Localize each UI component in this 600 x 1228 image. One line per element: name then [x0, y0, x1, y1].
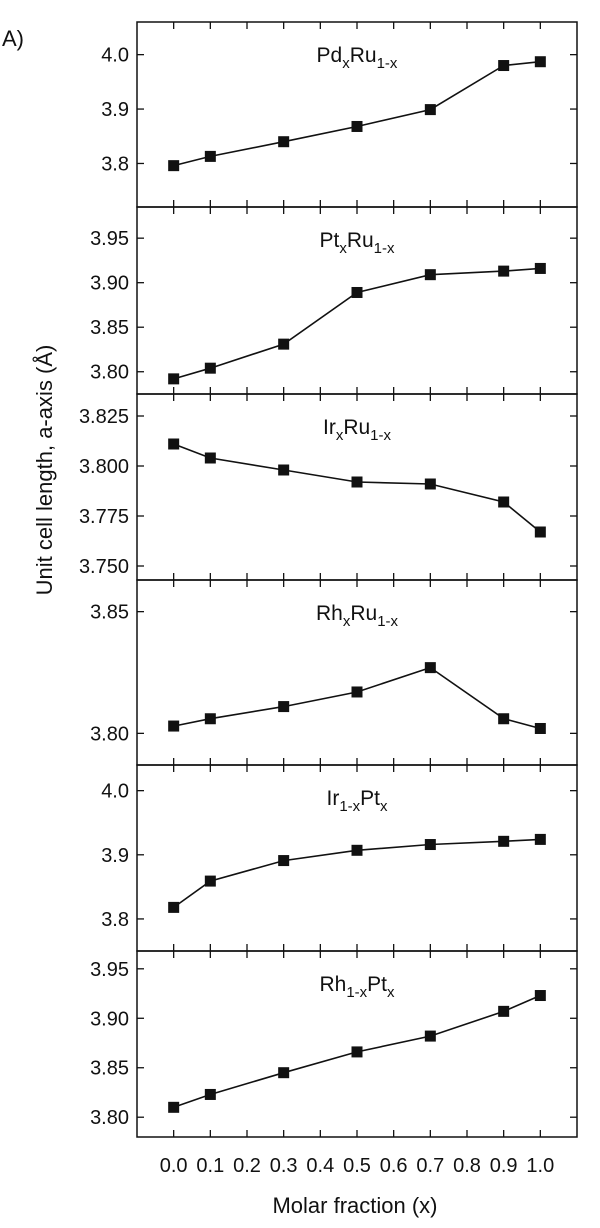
series-label: PdxRu1-x: [317, 44, 398, 72]
y-tick-label: 3.800: [79, 456, 129, 478]
data-point: [204, 713, 216, 725]
panel-4: 3.80 3.85 RhxRu1-x: [90, 579, 578, 766]
data-point: [168, 901, 180, 913]
data-point: [424, 478, 436, 490]
panel-1: 3.8 3.9 4.0 PdxRu1-x: [101, 21, 578, 208]
panel-6: 3.80 3.85 3.90 3.95 Rh1-xPtx: [90, 950, 578, 1138]
panel-frame: [136, 950, 578, 1138]
x-tick-label: 0.2: [233, 1155, 261, 1177]
data-point: [351, 120, 363, 132]
data-point: [534, 990, 546, 1002]
y-axis-title: Unit cell length, a-axis (Å): [32, 345, 57, 596]
data-point: [278, 464, 290, 476]
data-point: [534, 833, 546, 845]
y-tick-label: 3.8: [101, 153, 129, 175]
data-point: [351, 476, 363, 488]
plot-panels: 3.8 3.9 4.0 PdxRu1-x 3.80 3.85 3.90 3.95 PtxRu1-…: [79, 21, 578, 1177]
data-point: [168, 373, 180, 385]
data-point: [534, 526, 546, 538]
panel-3: 3.750 3.775 3.800 3.825 IrxRu1-x: [79, 393, 578, 581]
y-tick-label: 3.750: [79, 556, 129, 578]
data-point: [351, 844, 363, 856]
data-point: [498, 496, 510, 508]
data-point: [168, 438, 180, 450]
data-point: [498, 265, 510, 277]
y-tick-label: 3.9: [101, 99, 129, 121]
data-point: [534, 56, 546, 68]
data-point: [534, 722, 546, 734]
y-tick-label: 3.90: [90, 273, 129, 295]
data-point: [168, 160, 180, 172]
x-tick-label: 0.0: [160, 1155, 188, 1177]
x-tick-label: 0.6: [380, 1155, 408, 1177]
series-line: [173, 60, 541, 167]
series-label: IrxRu1-x: [323, 416, 392, 444]
data-point: [168, 1101, 180, 1113]
data-point: [424, 1030, 436, 1042]
series-line: [173, 443, 541, 533]
data-point: [204, 875, 216, 887]
y-tick-label: 4.0: [101, 45, 129, 67]
data-point: [351, 686, 363, 698]
series-label: Ir1-xPtx: [326, 787, 388, 815]
y-tick-label: 3.9: [101, 845, 129, 867]
data-point: [204, 362, 216, 374]
panel-frame: [136, 764, 578, 952]
series-label: PtxRu1-x: [319, 229, 395, 257]
x-tick-label: 0.5: [343, 1155, 371, 1177]
x-axis-title: Molar fraction (x): [272, 1193, 437, 1218]
y-tick-label: 3.95: [90, 959, 129, 981]
series-line: [173, 267, 541, 380]
panel-label: A): [2, 26, 24, 51]
x-tick-label: 0.1: [196, 1155, 224, 1177]
y-tick-label: 3.80: [90, 362, 129, 384]
data-point: [424, 269, 436, 281]
x-tick-label: 0.9: [490, 1155, 518, 1177]
data-point: [498, 835, 510, 847]
panel-2: 3.80 3.85 3.90 3.95 PtxRu1-x: [90, 206, 578, 395]
y-tick-label: 3.80: [90, 1107, 129, 1129]
data-point: [278, 1067, 290, 1079]
data-point: [204, 452, 216, 464]
series-line: [173, 666, 541, 730]
y-tick-label: 4.0: [101, 781, 129, 803]
data-point: [204, 150, 216, 162]
data-point: [534, 262, 546, 274]
data-point: [424, 104, 436, 116]
y-tick-label: 3.825: [79, 406, 129, 428]
data-point: [168, 720, 180, 732]
y-tick-label: 3.95: [90, 228, 129, 250]
data-point: [278, 855, 290, 867]
y-tick-label: 3.85: [90, 602, 129, 624]
data-point: [351, 286, 363, 298]
data-point: [498, 60, 510, 72]
y-tick-label: 3.85: [90, 317, 129, 339]
x-tick-label: 1.0: [526, 1155, 554, 1177]
data-point: [278, 136, 290, 148]
y-tick-label: 3.775: [79, 506, 129, 528]
panel-5: 3.8 3.9 4.0 Ir1-xPtx: [101, 764, 578, 952]
data-point: [204, 1088, 216, 1100]
data-point: [498, 1005, 510, 1017]
y-tick-label: 3.85: [90, 1058, 129, 1080]
y-tick-label: 3.8: [101, 909, 129, 931]
x-tick-label: 0.4: [306, 1155, 334, 1177]
data-point: [498, 713, 510, 725]
x-tick-label: 0.8: [453, 1155, 481, 1177]
data-point: [424, 839, 436, 851]
series-label: RhxRu1-x: [316, 602, 399, 630]
y-tick-label: 3.80: [90, 723, 129, 745]
data-point: [278, 701, 290, 713]
data-point: [351, 1046, 363, 1058]
data-point: [424, 662, 436, 674]
y-tick-label: 3.90: [90, 1008, 129, 1030]
x-tick-label: 0.7: [416, 1155, 444, 1177]
x-tick-label: 0.3: [270, 1155, 298, 1177]
data-point: [278, 338, 290, 350]
series-label: Rh1-xPtx: [319, 973, 395, 1001]
